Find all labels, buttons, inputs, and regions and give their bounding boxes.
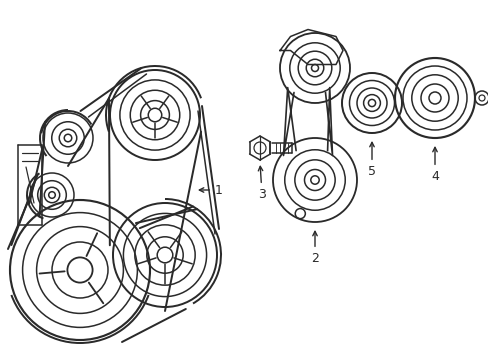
- Text: 4: 4: [430, 147, 438, 183]
- Text: 3: 3: [258, 166, 265, 201]
- Text: 5: 5: [367, 142, 375, 178]
- Text: 2: 2: [310, 231, 318, 265]
- Text: 1: 1: [199, 184, 223, 197]
